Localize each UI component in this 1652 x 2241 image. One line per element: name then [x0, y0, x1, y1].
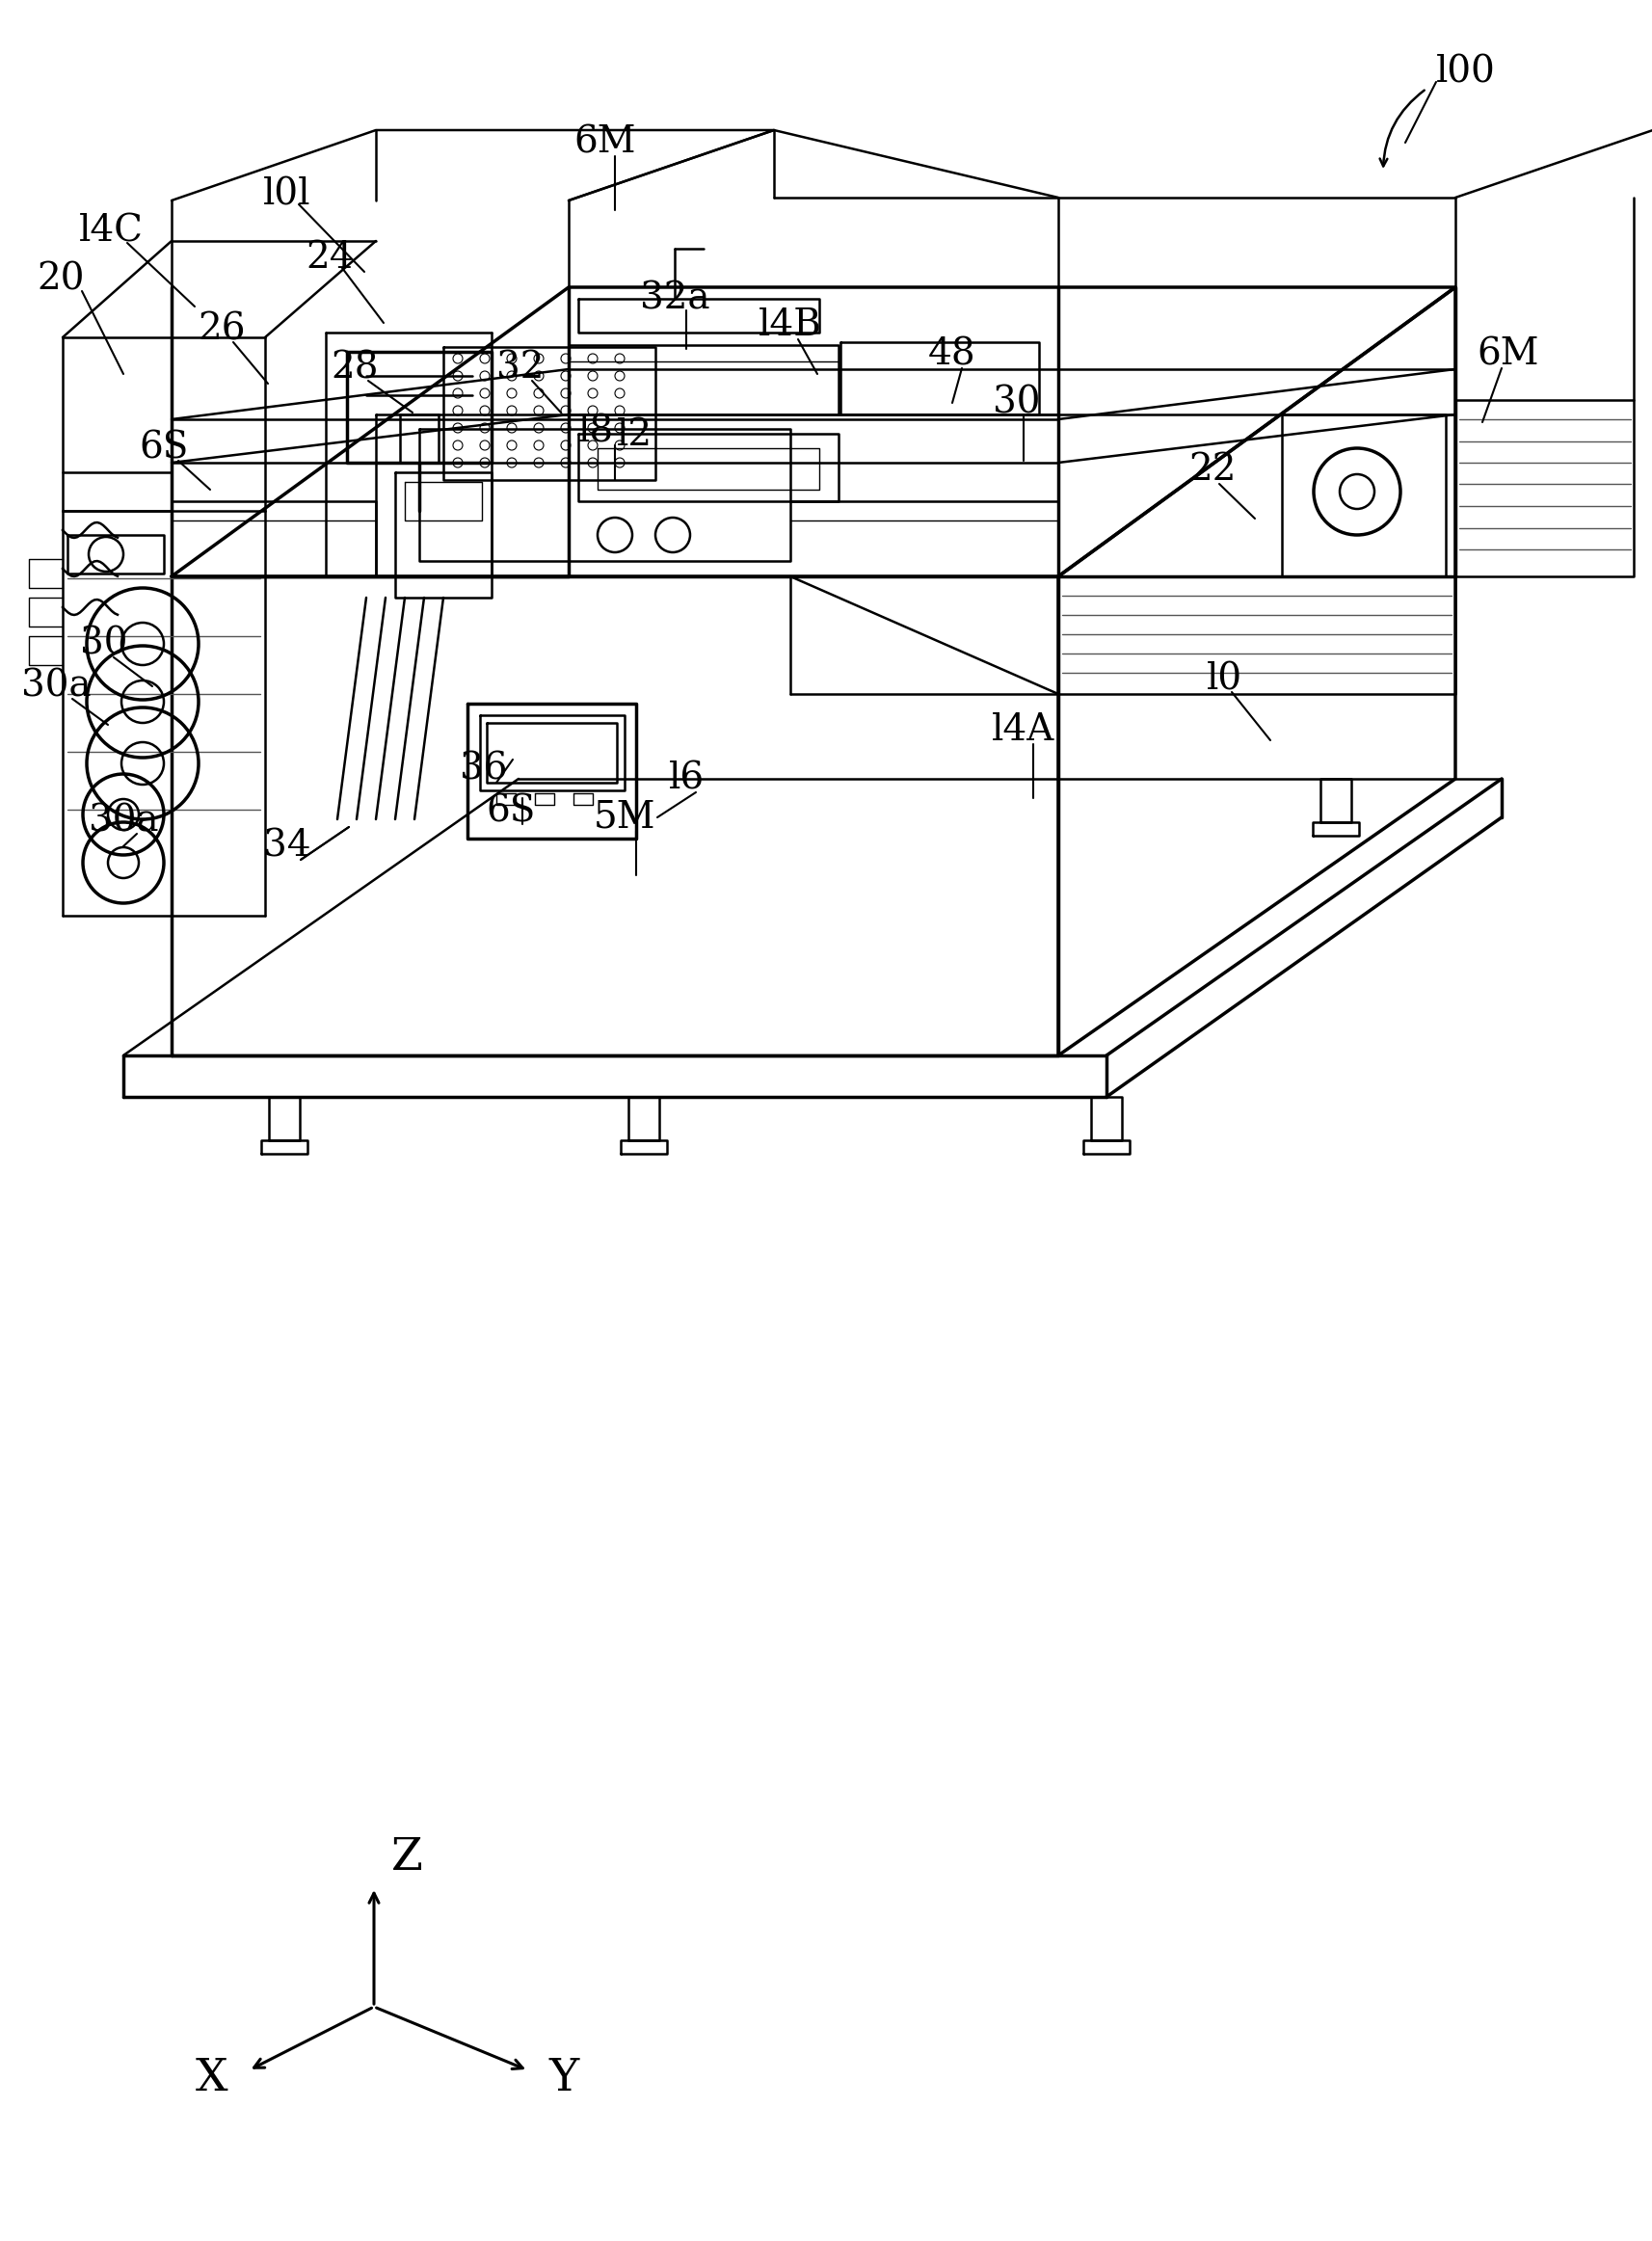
Text: l6: l6: [669, 762, 704, 796]
Text: Z: Z: [392, 1835, 423, 1880]
Text: X: X: [195, 2057, 228, 2100]
Text: l4B: l4B: [758, 307, 823, 343]
Text: 6M: 6M: [1477, 336, 1540, 372]
Text: 6S: 6S: [139, 430, 188, 466]
Text: l4C: l4C: [79, 213, 144, 249]
Text: l0: l0: [1206, 661, 1242, 697]
Text: l8: l8: [578, 415, 613, 450]
Text: 36: 36: [459, 751, 507, 787]
Text: l00: l00: [1436, 54, 1495, 90]
Text: l4A: l4A: [993, 713, 1056, 748]
Text: 5M: 5M: [593, 800, 656, 836]
Text: 24: 24: [306, 240, 354, 276]
Text: Y: Y: [550, 2057, 580, 2100]
Text: 6S: 6S: [486, 793, 535, 829]
Text: 6M: 6M: [575, 125, 636, 161]
Text: 30: 30: [81, 625, 127, 661]
Text: 34: 34: [263, 829, 311, 865]
Text: 22: 22: [1189, 453, 1236, 489]
Text: 30: 30: [993, 385, 1041, 421]
Text: l0l: l0l: [263, 177, 311, 213]
Text: 30a: 30a: [21, 668, 91, 704]
Text: l2: l2: [616, 417, 653, 453]
Text: 48: 48: [928, 336, 976, 372]
Text: 32a: 32a: [639, 280, 710, 316]
Text: 26: 26: [198, 311, 246, 347]
Text: 20: 20: [36, 262, 84, 298]
Text: 28: 28: [330, 350, 378, 385]
Text: 30a: 30a: [88, 802, 159, 838]
Text: 32: 32: [497, 350, 544, 385]
